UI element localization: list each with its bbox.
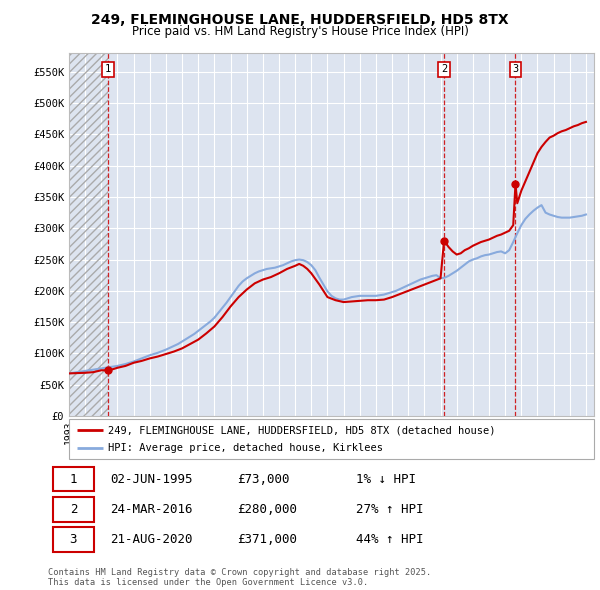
Text: £280,000: £280,000: [237, 503, 297, 516]
Text: £371,000: £371,000: [237, 533, 297, 546]
FancyBboxPatch shape: [53, 527, 94, 552]
Text: 3: 3: [512, 64, 518, 74]
Text: 21-AUG-2020: 21-AUG-2020: [110, 533, 193, 546]
Text: 1: 1: [105, 64, 111, 74]
Text: 249, FLEMINGHOUSE LANE, HUDDERSFIELD, HD5 8TX (detached house): 249, FLEMINGHOUSE LANE, HUDDERSFIELD, HD…: [109, 425, 496, 435]
FancyBboxPatch shape: [53, 497, 94, 522]
Text: 44% ↑ HPI: 44% ↑ HPI: [356, 533, 424, 546]
Bar: [69, 53, 108, 416]
Text: Price paid vs. HM Land Registry's House Price Index (HPI): Price paid vs. HM Land Registry's House …: [131, 25, 469, 38]
Text: HPI: Average price, detached house, Kirklees: HPI: Average price, detached house, Kirk…: [109, 442, 383, 453]
Text: 24-MAR-2016: 24-MAR-2016: [110, 503, 193, 516]
Text: £73,000: £73,000: [237, 473, 290, 486]
FancyBboxPatch shape: [53, 467, 94, 491]
FancyBboxPatch shape: [69, 419, 594, 459]
Text: 3: 3: [70, 533, 77, 546]
Text: 1: 1: [70, 473, 77, 486]
Text: Contains HM Land Registry data © Crown copyright and database right 2025.
This d: Contains HM Land Registry data © Crown c…: [48, 568, 431, 587]
Text: 02-JUN-1995: 02-JUN-1995: [110, 473, 193, 486]
Text: 27% ↑ HPI: 27% ↑ HPI: [356, 503, 424, 516]
Text: 2: 2: [70, 503, 77, 516]
Text: 1% ↓ HPI: 1% ↓ HPI: [356, 473, 416, 486]
Text: 2: 2: [441, 64, 447, 74]
Text: 249, FLEMINGHOUSE LANE, HUDDERSFIELD, HD5 8TX: 249, FLEMINGHOUSE LANE, HUDDERSFIELD, HD…: [91, 13, 509, 27]
